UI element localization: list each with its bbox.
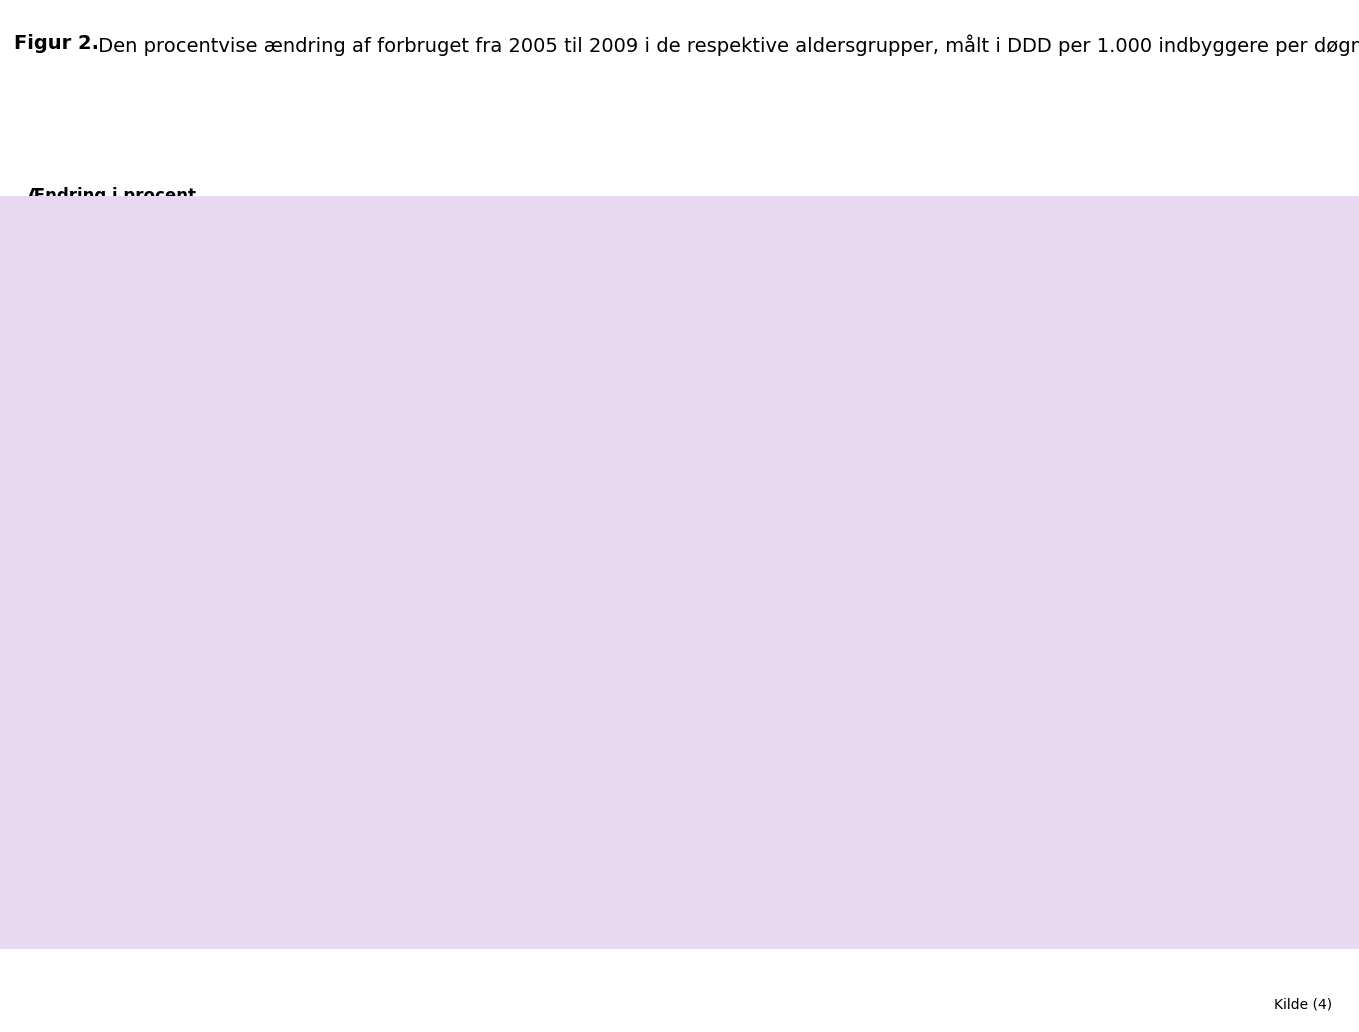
Bar — [413, 578, 442, 709]
Bar — [1169, 709, 1199, 772]
Bar — [772, 541, 800, 709]
Bar — [1227, 709, 1257, 747]
Bar — [500, 624, 529, 709]
Bar — [685, 638, 713, 709]
Bar — [868, 663, 898, 709]
Text: Den procentvise ændring af forbruget fra 2005 til 2009 i de respektive aldersgru: Den procentvise ændring af forbruget fra… — [92, 34, 1359, 56]
Bar — [1140, 709, 1169, 772]
Bar — [200, 709, 228, 751]
Bar — [927, 567, 955, 709]
Bar — [898, 596, 927, 709]
Bar — [141, 709, 170, 747]
Bar — [1199, 709, 1227, 776]
Bar — [985, 414, 1014, 709]
Bar — [287, 709, 315, 747]
Bar — [742, 649, 772, 709]
Bar — [1257, 709, 1286, 751]
Bar — [713, 665, 742, 709]
Bar — [383, 607, 413, 709]
Bar — [442, 625, 472, 709]
Bar — [626, 639, 655, 709]
Bar — [529, 639, 559, 709]
Bar — [170, 709, 200, 743]
Bar — [1014, 300, 1044, 709]
Text: Ændring i procent: Ændring i procent — [27, 187, 196, 204]
Text: Figur 2.: Figur 2. — [14, 34, 99, 53]
Text: Kilde (4): Kilde (4) — [1273, 997, 1332, 1011]
Legend: 70-74 år, 75-79 år, 80-84 år, 85-89 år, 90-94 år, 95+ år: 70-74 år, 75-79 år, 80-84 år, 85-89 år, … — [345, 911, 1082, 930]
Bar — [258, 709, 287, 767]
Bar — [955, 509, 985, 709]
Bar — [1112, 709, 1140, 772]
Bar — [472, 614, 500, 709]
Bar — [228, 709, 258, 741]
Bar — [655, 689, 685, 709]
